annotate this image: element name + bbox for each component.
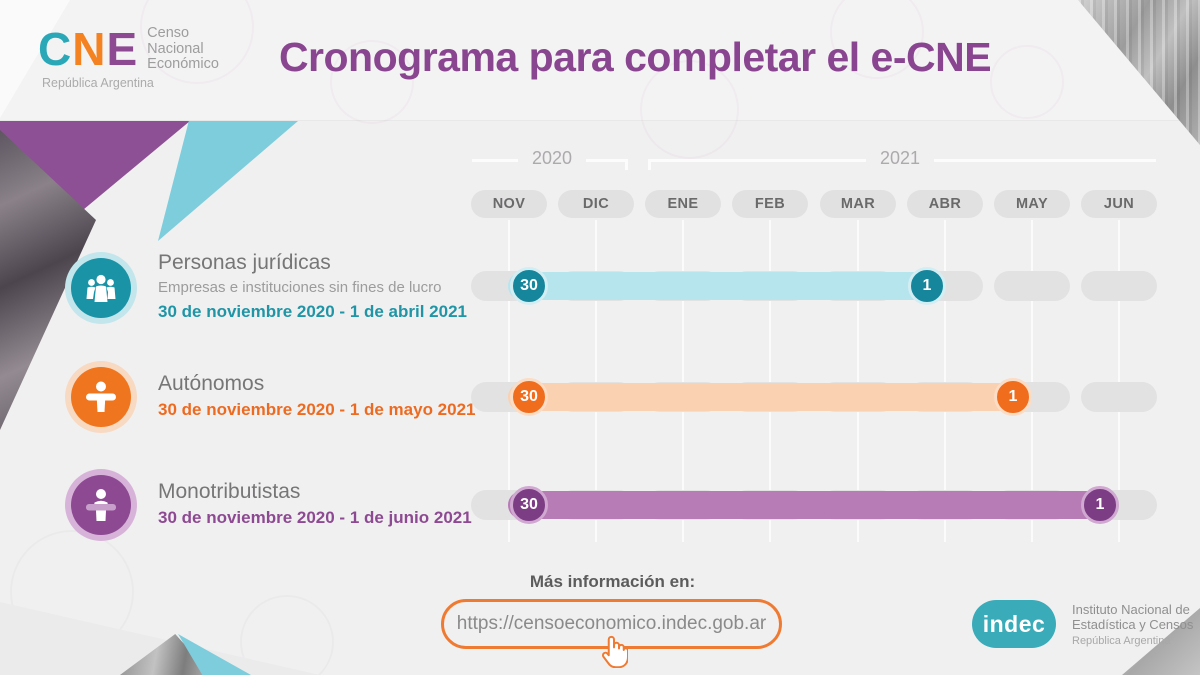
end-date-marker: 1 (908, 267, 946, 305)
cne-logo-letters: C N E (38, 26, 138, 72)
track-segment (1081, 382, 1157, 412)
end-date-marker: 1 (1081, 486, 1119, 524)
timeline-bar-autonomos (508, 383, 1023, 411)
year-bracket-line (648, 159, 866, 162)
month-pill-mar: MAR (820, 190, 896, 218)
timeline-bar-personas-juridicas (508, 272, 937, 300)
month-gridline (682, 220, 684, 542)
month-gridline (944, 220, 946, 542)
year-bracket-tick (625, 159, 628, 170)
month-gridline (595, 220, 597, 542)
month-pill-jun: JUN (1081, 190, 1157, 218)
month-gridline (1118, 220, 1120, 542)
start-date-marker: 30 (510, 378, 548, 416)
category-date-range: 30 de noviembre 2020 - 1 de abril 2021 (158, 302, 467, 321)
category-title-monotributistas: Monotributistas (158, 480, 301, 503)
pattern-circle (990, 45, 1064, 119)
start-date-marker: 30 (510, 267, 548, 305)
year-label-2020: 2020 (531, 148, 573, 168)
track-segment (994, 271, 1070, 301)
cne-name-line: Nacional (147, 40, 204, 57)
year-bracket-line (472, 159, 518, 162)
indec-name-line: Instituto Nacional de (1072, 602, 1190, 617)
year-bracket-line (586, 159, 628, 162)
track-segment (1081, 271, 1157, 301)
person-at-desk-icon (71, 475, 131, 535)
month-pill-abr: ABR (907, 190, 983, 218)
cne-logo-name: Censo Nacional Económico (147, 25, 219, 73)
month-pill-nov: NOV (471, 190, 547, 218)
pattern-circle (830, 0, 924, 79)
cne-country-label: República Argentina (42, 75, 154, 90)
year-bracket-tick (648, 159, 651, 170)
cne-name-line: Censo (147, 25, 190, 41)
category-date-range: 30 de noviembre 2020 - 1 de mayo 2021 (158, 400, 476, 419)
category-subtitle: Empresas e instituciones sin fines de lu… (158, 279, 442, 296)
cne-letter-n: N (72, 23, 107, 76)
month-pill-may: MAY (994, 190, 1070, 218)
indec-logo: indec (972, 600, 1056, 648)
month-gridline (508, 220, 510, 542)
teal-banner-triangle (158, 121, 298, 241)
timeline-bar-monotributistas (508, 491, 1110, 519)
monotributistas-icon (65, 469, 137, 541)
month-gridline (857, 220, 859, 542)
hand-cursor-icon (598, 633, 629, 673)
indec-name: Instituto Nacional de Estadística y Cens… (1072, 602, 1193, 649)
end-date-marker: 1 (994, 378, 1032, 416)
start-date-marker: 30 (510, 486, 548, 524)
category-title-personas-juridicas: Personas jurídicas (158, 251, 331, 274)
more-info-label: Más información en: (529, 572, 696, 591)
month-gridline (1031, 220, 1033, 542)
cne-letter-c: C (38, 23, 73, 76)
month-pill-dic: DIC (558, 190, 634, 218)
cne-logo: C N E Censo Nacional Económico República… (38, 25, 219, 90)
category-title-autonomos: Autónomos (158, 372, 265, 395)
page-title: Cronograma para completar el e-CNE (278, 34, 992, 80)
month-pill-feb: FEB (732, 190, 808, 218)
month-gridline (769, 220, 771, 542)
personas-juridicas-icon (65, 252, 137, 324)
cne-name-line: Económico (147, 56, 219, 72)
category-date-range: 30 de noviembre 2020 - 1 de junio 2021 (158, 508, 472, 527)
people-group-icon (71, 258, 131, 318)
indec-name-line: Estadística y Censos (1072, 617, 1194, 632)
cne-letter-e: E (106, 23, 139, 76)
person-arms-out-icon (71, 367, 131, 427)
year-bracket-line (934, 159, 1156, 162)
indec-country-label: República Argentina (1072, 635, 1171, 647)
pattern-circle (330, 40, 414, 124)
pattern-circle (640, 60, 739, 159)
year-label-2021: 2021 (879, 148, 921, 168)
month-pill-ene: ENE (645, 190, 721, 218)
autonomos-icon (65, 361, 137, 433)
